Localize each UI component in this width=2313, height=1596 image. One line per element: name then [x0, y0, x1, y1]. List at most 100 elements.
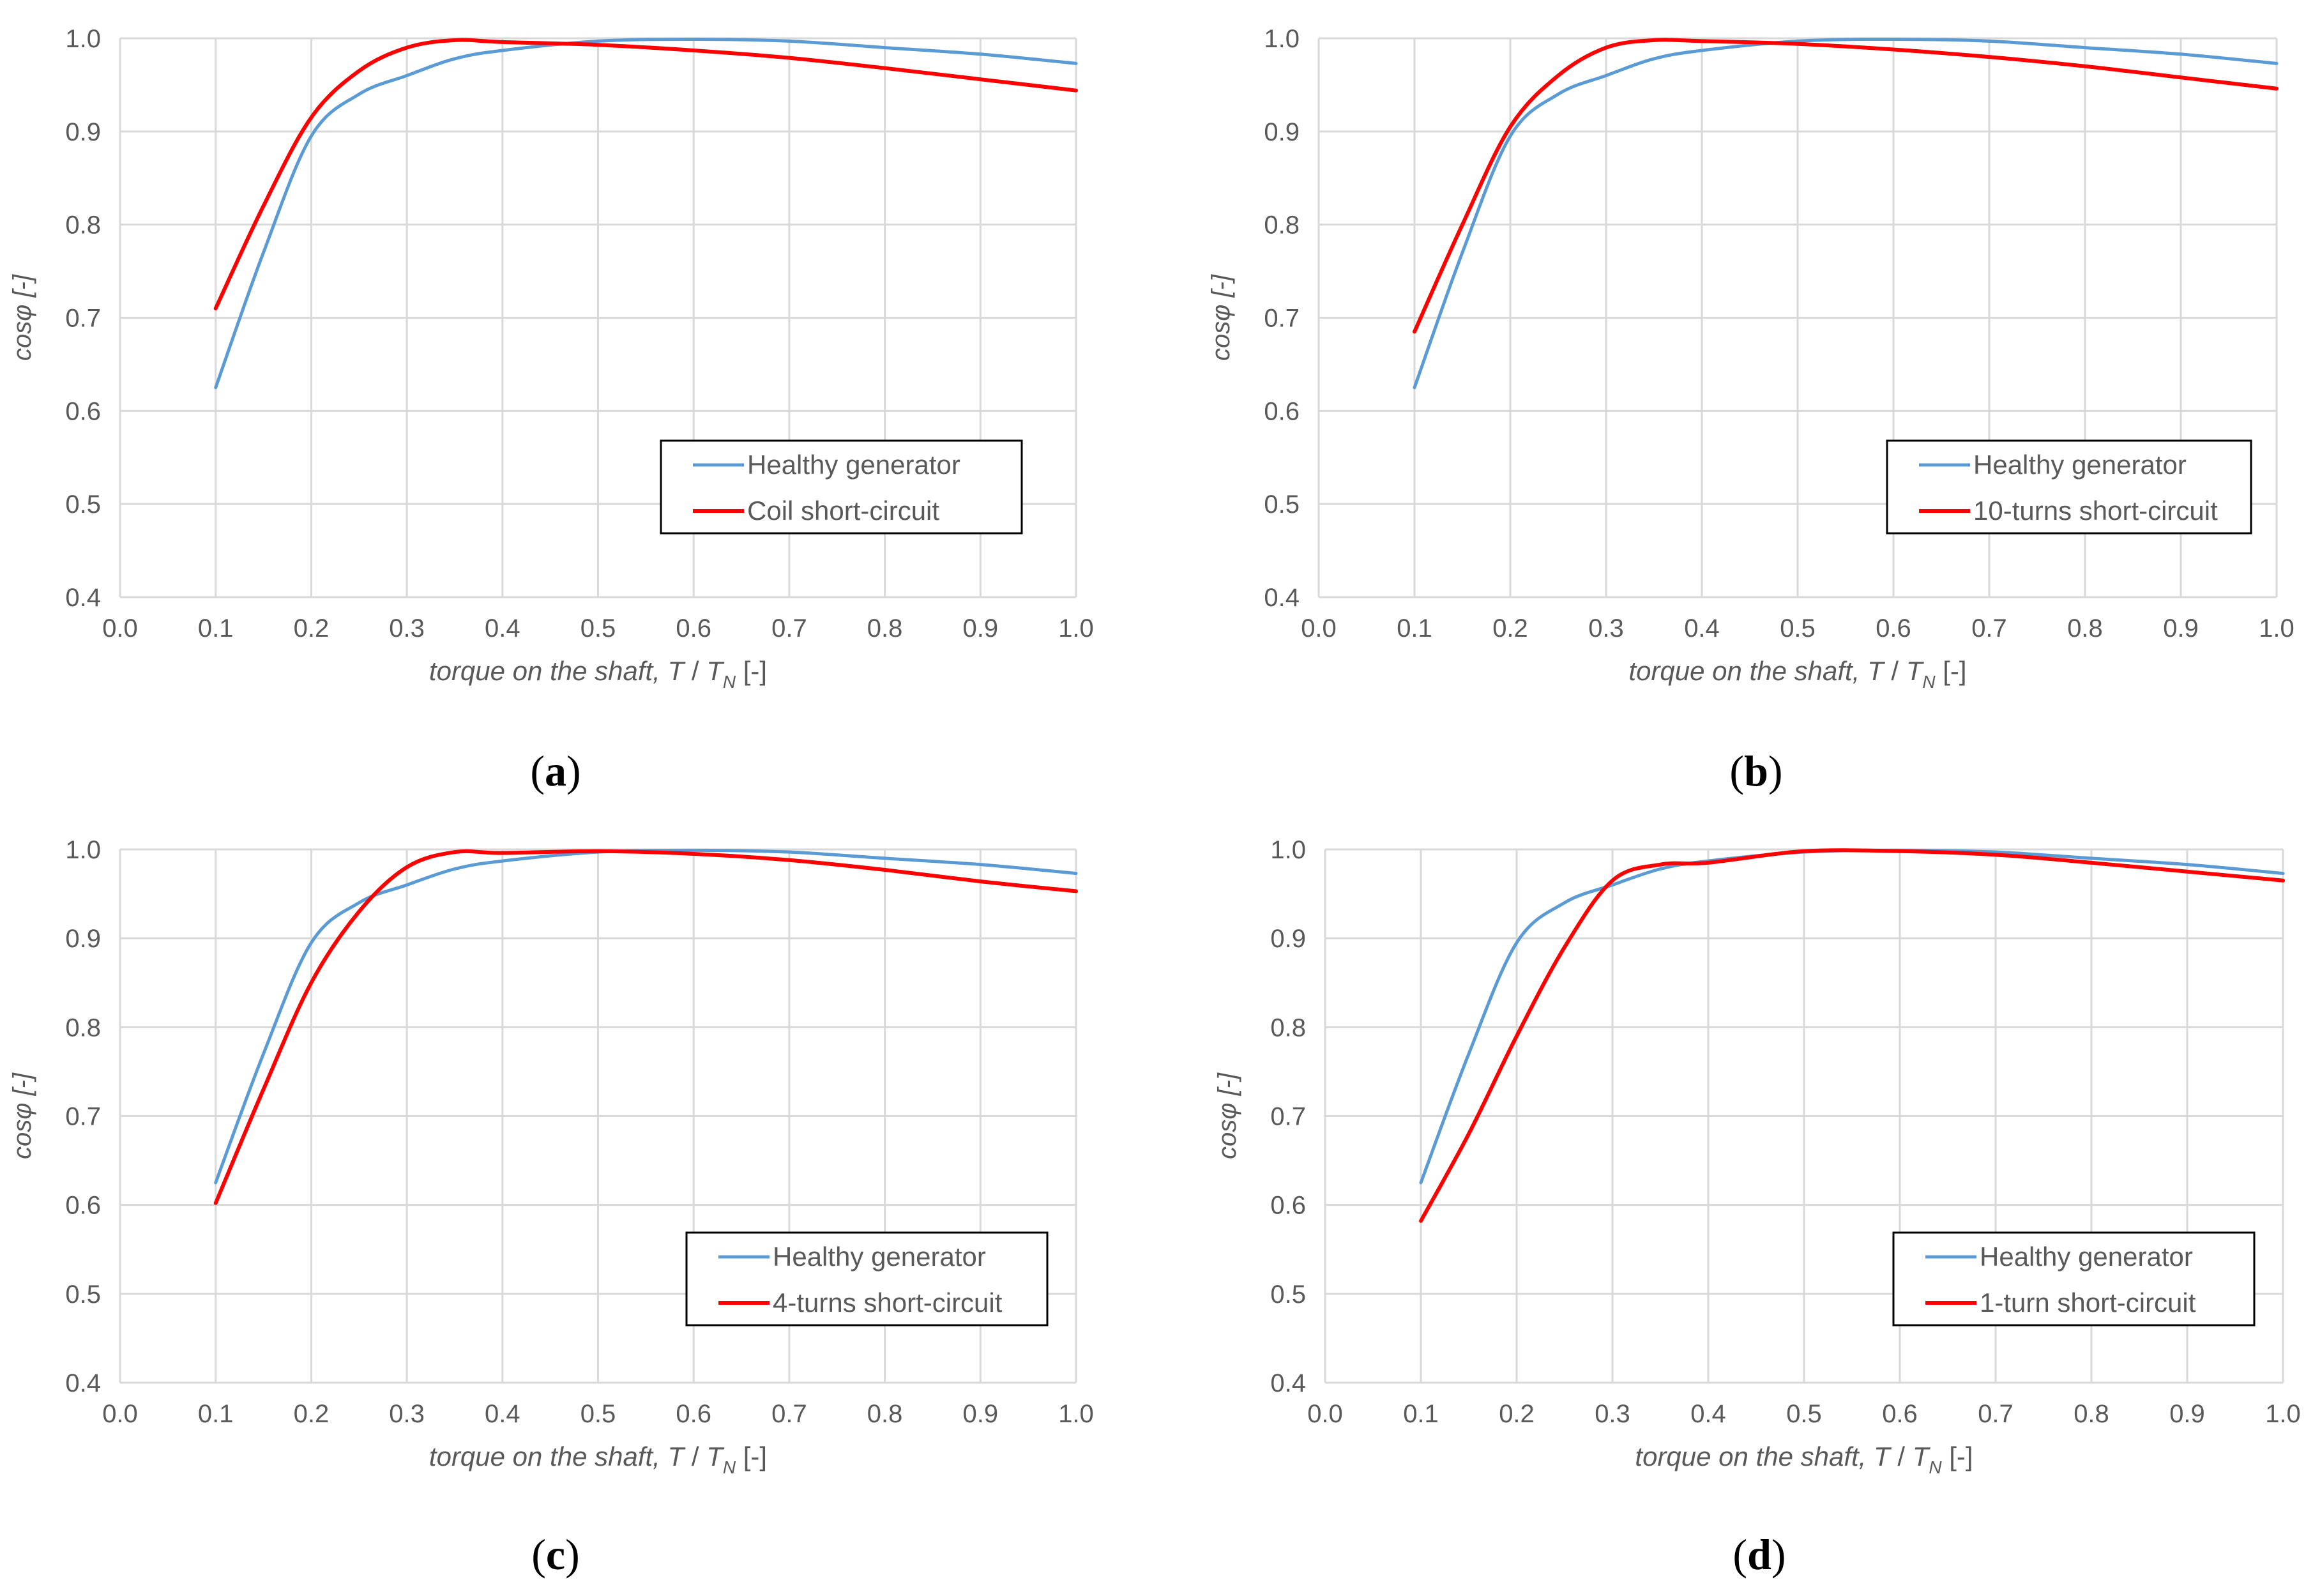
x-tick-label: 0.5 [1780, 614, 1816, 642]
x-axis-label-slash: / [1884, 656, 1906, 686]
y-tick-label: 0.6 [65, 1192, 101, 1220]
y-tick-label: 0.4 [65, 1369, 101, 1397]
series-line-healthy [214, 848, 1078, 1185]
x-tick-label: 0.6 [1876, 614, 1911, 642]
y-tick-label: 0.9 [65, 925, 101, 953]
x-tick-label: 0.3 [1595, 1400, 1630, 1428]
x-tick-label: 0.9 [962, 1400, 998, 1428]
x-tick-label: 0.7 [1971, 614, 2007, 642]
y-tick-label: 0.5 [65, 1281, 101, 1309]
x-axis-label-t: T [1867, 656, 1886, 686]
y-tick-label: 1.0 [1264, 25, 1300, 53]
legend: Healthy generator 1-turn short-circuit [1892, 1231, 2256, 1326]
legend-box [685, 1231, 1049, 1326]
x-tick-label: 0.9 [2169, 1400, 2205, 1428]
x-tick-label: 0.8 [2074, 1400, 2109, 1428]
legend-box [1886, 439, 2252, 535]
x-tick-label: 0.2 [294, 614, 330, 642]
chart-panel-d: 0.0 0.1 0.2 0.3 0.4 0.5 0.6 0.7 0.8 0.9 1.0 0.4 0.5 0… [1213, 836, 2301, 1477]
x-tick-label: 0.2 [1499, 1400, 1535, 1428]
x-tick-label: 0.0 [102, 1400, 138, 1428]
y-tick-label: 0.6 [1270, 1192, 1306, 1220]
chart-panel-c: 0.0 0.1 0.2 0.3 0.4 0.5 0.6 0.7 0.8 0.9 1.0 0.4 0.5 0… [8, 836, 1094, 1477]
x-tick-label: 0.5 [580, 1400, 616, 1428]
x-axis-label-tn: T [706, 1441, 725, 1471]
y-tick-label: 1.0 [1270, 836, 1306, 864]
y-tick-label: 0.9 [1264, 118, 1300, 146]
y-tick-label: 0.5 [1264, 490, 1300, 519]
legend-label: Healthy generator [747, 450, 960, 480]
legend-box [1892, 1231, 2256, 1326]
legend-label: 4-turns short-circuit [773, 1288, 1003, 1318]
chart-panel-b: 0.0 0.1 0.2 0.3 0.4 0.5 0.6 0.7 0.8 0.9 1.0 0.4 0.5 0… [1207, 25, 2294, 692]
x-tick-label: 0.5 [1786, 1400, 1822, 1428]
x-axis-label: torque on the shaft, T / TN [-] [1628, 656, 1966, 692]
x-tick-label: 0.7 [1978, 1400, 2013, 1428]
panel-label-a: (a) [530, 747, 581, 795]
x-tick-label: 0.8 [867, 614, 903, 642]
y-tick-label: 0.6 [1264, 397, 1300, 425]
y-tick-label: 0.8 [65, 211, 101, 239]
x-tick-label: 1.0 [2259, 614, 2294, 642]
x-axis-label-tn: T [1906, 656, 1925, 686]
legend-label: 10-turns short-circuit [1973, 496, 2218, 526]
y-tick-label: 0.8 [65, 1014, 101, 1042]
chart-panel-a: 0.0 0.1 0.2 0.3 0.4 0.5 0.6 0.7 0.8 0.9 1.0 0.4 0.5 0… [8, 25, 1094, 692]
panel-label-b: (b) [1729, 747, 1783, 795]
x-tick-label: 0.9 [2163, 614, 2199, 642]
legend-label: Healthy generator [1973, 450, 2187, 480]
x-axis-label: torque on the shaft, T / TN [-] [429, 1441, 767, 1477]
panel-label-d: (d) [1733, 1530, 1786, 1579]
x-tick-label: 1.0 [2265, 1400, 2301, 1428]
x-tick-label: 0.0 [1301, 614, 1337, 642]
x-axis-label-t: T [668, 1441, 686, 1471]
x-axis-label: torque on the shaft, T / TN [-] [1635, 1441, 1973, 1477]
x-tick-label: 0.1 [198, 1400, 234, 1428]
x-tick-label: 0.8 [2067, 614, 2103, 642]
panel-label-c: (c) [531, 1530, 580, 1579]
series-line-healthy [1419, 848, 2285, 1185]
x-axis-label-suffix: [-] [1936, 656, 1967, 686]
y-tick-label: 0.8 [1264, 211, 1300, 239]
x-axis-label-t: T [1874, 1441, 1892, 1471]
y-axis-label: cosφ [-] [8, 1072, 36, 1159]
y-tick-label: 0.5 [1270, 1281, 1306, 1309]
legend: Healthy generator 4-turns short-circuit [685, 1231, 1049, 1326]
y-tick-label: 0.7 [1270, 1103, 1306, 1131]
y-tick-label: 0.5 [65, 490, 101, 519]
x-tick-label: 0.2 [1492, 614, 1528, 642]
y-tick-label: 0.6 [65, 397, 101, 425]
x-tick-label: 0.7 [771, 1400, 807, 1428]
y-tick-label: 0.9 [65, 118, 101, 146]
y-tick-label: 0.4 [1270, 1369, 1306, 1397]
x-axis-label-prefix: torque on the shaft, [429, 656, 668, 686]
y-tick-label: 0.7 [65, 1103, 101, 1131]
y-tick-label: 0.4 [1264, 584, 1300, 612]
x-tick-label: 1.0 [1058, 1400, 1094, 1428]
x-tick-label: 1.0 [1058, 614, 1094, 642]
x-axis-label-prefix: torque on the shaft, [429, 1441, 668, 1471]
x-tick-label: 0.0 [102, 614, 138, 642]
legend-label: Healthy generator [773, 1242, 986, 1272]
x-tick-label: 0.9 [962, 614, 998, 642]
x-axis-label-slash: / [684, 656, 706, 686]
x-axis-label-suffix: [-] [1942, 1441, 1973, 1471]
legend-box [660, 439, 1023, 535]
y-axis-label: cosφ [-] [8, 274, 36, 361]
series-line-healthy [1413, 37, 2279, 390]
legend-label: Coil short-circuit [747, 496, 939, 526]
x-axis-label-slash: / [1890, 1441, 1913, 1471]
x-axis-label-subscript: N [1929, 1457, 1942, 1477]
x-tick-label: 0.4 [485, 1400, 520, 1428]
legend: Healthy generator 10-turns short-circuit [1886, 439, 2252, 535]
x-axis-label-subscript: N [723, 1457, 736, 1477]
series-line-fault [213, 38, 1078, 310]
x-tick-label: 0.3 [1588, 614, 1624, 642]
y-axis-label: cosφ [-] [1207, 274, 1235, 361]
y-tick-label: 0.4 [65, 584, 101, 612]
x-tick-label: 0.3 [389, 1400, 425, 1428]
x-axis-label-subscript: N [1922, 672, 1936, 692]
legend-label: 1-turn short-circuit [1980, 1288, 2196, 1318]
series-line-fault [213, 849, 1078, 1205]
x-axis-label-slash: / [684, 1441, 706, 1471]
